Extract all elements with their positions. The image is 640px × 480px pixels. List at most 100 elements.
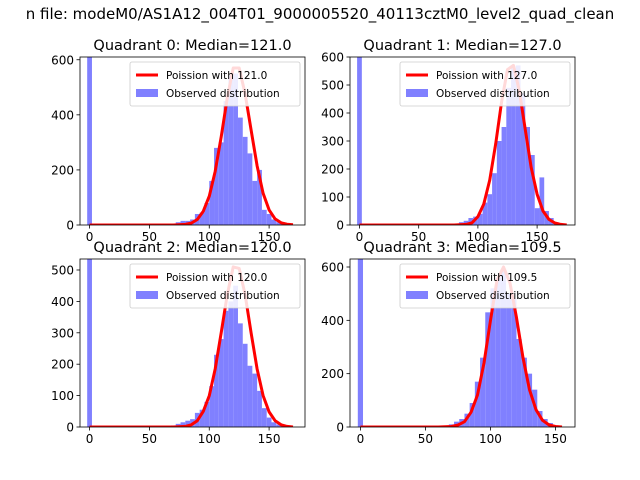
legend-entry-histogram: Observed distribution xyxy=(436,88,550,100)
x-tick-label: 100 xyxy=(198,432,221,446)
histogram-bar xyxy=(237,117,243,225)
axes-frame xyxy=(349,258,576,428)
x-tick-label: 150 xyxy=(526,230,549,244)
y-tick-label: 0 xyxy=(66,421,74,435)
y-tick-label: 0 xyxy=(66,219,74,233)
legend: Poission with 109.5 Observed distribution xyxy=(399,263,571,309)
histogram-bar xyxy=(214,354,219,427)
quadrant-0-panel: 0 50 100 150 0 200 400 600 Poission with 121.0 Ob… xyxy=(51,38,306,244)
histogram-bar xyxy=(526,373,533,427)
histogram-bar xyxy=(209,180,215,225)
y-tick-label: 100 xyxy=(321,191,344,205)
y-tick-label: 300 xyxy=(321,135,344,149)
y-tick-label: 0 xyxy=(336,421,344,435)
histogram-bar xyxy=(490,288,496,427)
histogram-bar xyxy=(257,169,262,225)
histogram-bar xyxy=(233,73,238,225)
panel-title: Quadrant 0: Median=121.0 xyxy=(93,38,291,54)
legend-bar-swatch xyxy=(136,291,158,299)
legend-bar-swatch xyxy=(136,89,158,97)
axes-frame xyxy=(79,258,306,428)
quadrant-0-plot-area xyxy=(87,57,294,225)
legend-bar-swatch xyxy=(406,291,428,299)
histogram-bar xyxy=(520,93,526,225)
y-tick-label: 400 xyxy=(51,295,74,309)
histogram-bar xyxy=(501,127,507,225)
x-tick-label: 50 xyxy=(411,230,426,244)
histogram-bar xyxy=(506,87,512,225)
histogram-bar xyxy=(495,277,501,427)
histogram-bar xyxy=(525,127,530,225)
x-tick-label: 150 xyxy=(258,230,281,244)
panel-title: Quadrant 1: Median=127.0 xyxy=(363,38,561,54)
histogram-bar xyxy=(487,194,493,225)
histogram-bar xyxy=(276,424,282,427)
y-tick-label: 500 xyxy=(51,263,74,277)
histogram-bar xyxy=(500,269,507,427)
histogram-bar xyxy=(496,141,502,225)
y-tick-label: 500 xyxy=(321,79,344,93)
histogram-bar xyxy=(180,422,186,427)
histogram-bar xyxy=(261,408,267,427)
histogram-bar xyxy=(266,417,272,427)
histogram-bar xyxy=(515,65,521,225)
y-tick-label: 400 xyxy=(321,314,344,328)
histogram-bar xyxy=(474,381,481,427)
histogram-bar xyxy=(480,357,486,427)
histogram-bar xyxy=(185,420,191,427)
panels: 0 50 100 150 0 200 400 600 Poission with 121.0 Ob… xyxy=(51,38,576,446)
histogram-bar xyxy=(223,310,229,427)
legend: Poission with 121.0 Observed distribution xyxy=(129,61,301,107)
y-tick-label: 200 xyxy=(51,163,74,177)
histogram-bar xyxy=(271,422,277,427)
quadrant-1-plot-area xyxy=(357,57,567,225)
histogram-bar xyxy=(87,259,92,427)
legend-box xyxy=(129,263,301,309)
histogram-bar xyxy=(223,101,229,225)
legend-box xyxy=(399,61,571,107)
y-tick-label: 400 xyxy=(51,108,74,122)
histogram-bar xyxy=(492,173,497,225)
legend-entry-histogram: Observed distribution xyxy=(436,290,550,302)
histogram-bar xyxy=(247,365,253,427)
legend-entry-histogram: Observed distribution xyxy=(166,290,280,302)
figure-suptitle: n file: modeM0/AS1A12_004T01_9000005520_… xyxy=(26,5,615,24)
histogram-bar xyxy=(218,142,224,225)
x-tick-label: 0 xyxy=(357,432,365,446)
legend-entry-curve: Poission with 127.0 xyxy=(436,70,537,82)
histogram-bar xyxy=(199,409,205,427)
histogram-bar xyxy=(469,403,475,427)
quadrant-2-panel: 0 50 100 150 0 100 200 300 400 500 Poission with 1… xyxy=(51,240,306,446)
histogram-bar xyxy=(516,339,522,427)
histogram-bar xyxy=(214,147,219,225)
x-tick-label: 150 xyxy=(544,432,567,446)
histogram-bar xyxy=(242,343,248,427)
y-tick-label: 300 xyxy=(51,326,74,340)
histogram-bar xyxy=(485,312,491,427)
histogram-bar xyxy=(530,155,535,225)
histogram-bar xyxy=(209,386,215,427)
histogram-bar xyxy=(233,285,238,427)
histogram-bar xyxy=(537,411,543,427)
panel-title: Quadrant 2: Median=120.0 xyxy=(93,240,291,256)
legend-box xyxy=(129,61,301,107)
histogram-bar xyxy=(252,373,258,427)
x-tick-label: 100 xyxy=(479,432,502,446)
y-tick-label: 200 xyxy=(321,163,344,177)
histogram-bar xyxy=(218,339,224,427)
histogram-bar xyxy=(180,220,186,225)
histogram-bar xyxy=(506,293,512,427)
quadrant-3-panel: 0 50 100 150 0 200 400 600 Poission with 109.5 Ob… xyxy=(321,240,576,446)
histogram-bar xyxy=(199,212,205,225)
panel-title: Quadrant 3: Median=109.5 xyxy=(363,240,561,256)
histogram-bar xyxy=(247,153,253,225)
histogram-bar xyxy=(204,401,210,427)
x-tick-label: 100 xyxy=(198,230,221,244)
legend: Poission with 120.0 Observed distribution xyxy=(129,263,301,309)
histogram-bar xyxy=(87,57,92,225)
histogram-bar xyxy=(228,76,234,225)
x-tick-label: 50 xyxy=(418,432,433,446)
legend-bar-swatch xyxy=(406,89,428,97)
y-tick-label: 600 xyxy=(321,51,344,65)
